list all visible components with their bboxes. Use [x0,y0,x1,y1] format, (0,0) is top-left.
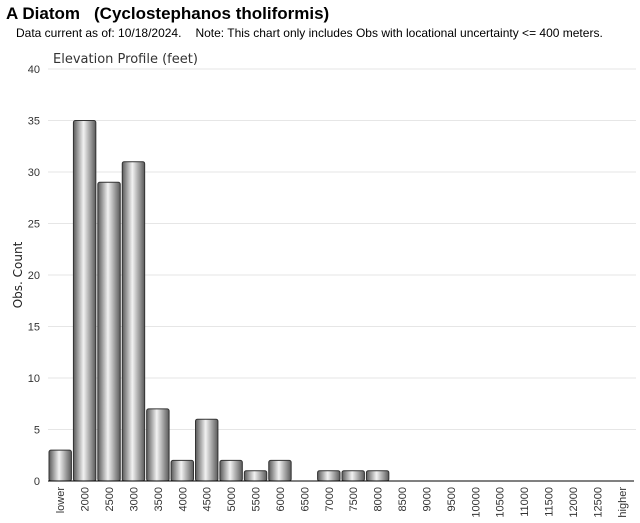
x-tick-label: higher [617,487,629,518]
bar-3500 [146,408,170,482]
bar-2000 [72,120,97,482]
y-tick-label: 25 [28,219,40,231]
chart-heading: A Diatom (Cyclostephanos tholiformis) [6,4,329,24]
y-tick-label: 20 [28,270,40,282]
data-current-text: Data current as of: 10/18/2024. [16,26,182,40]
bar-4500 [195,418,219,482]
x-tick-label: 12000 [568,487,580,518]
bar-5000 [219,459,243,482]
x-tick-label: 4000 [177,487,189,511]
bar-lower [48,449,72,482]
bar-8000 [365,470,390,482]
x-tick-label: 6500 [299,487,311,511]
y-tick-label: 0 [34,476,40,488]
x-tick-label: 11500 [544,487,556,517]
species-common-name: A Diatom [6,4,80,23]
x-tick-label: 9500 [446,487,458,511]
x-tick-label: 7000 [324,487,336,511]
x-tick-label: 10500 [495,487,507,518]
chart-title: Elevation Profile (feet) [53,52,198,67]
x-tick-label: 5500 [251,487,263,511]
bars [48,120,390,482]
uncertainty-note: Note: This chart only includes Obs with … [195,26,603,40]
bar-6000 [268,459,292,482]
x-tick-label: 11000 [519,487,531,517]
y-tick-label: 35 [28,116,40,128]
y-tick-label: 40 [28,64,40,76]
x-tick-label: lower [55,487,67,514]
species-scientific-name: (Cyclostephanos tholiformis) [94,4,330,23]
x-axis-ticks: lower 2000 2500 3000 3500 4000 4500 5000 5500 600… [55,487,629,518]
y-tick-label: 30 [28,167,40,179]
bar-3000 [121,161,146,482]
y-tick-label: 10 [28,373,40,385]
x-tick-label: 10000 [470,487,482,518]
bar-2500 [97,181,121,482]
bar-7000 [317,470,341,482]
x-tick-label: 4500 [202,487,214,511]
y-tick-label: 15 [28,322,40,334]
x-tick-label: 2000 [80,487,92,511]
y-axis-label: Obs. Count [11,241,25,308]
y-axis-ticks: 0 5 10 15 20 25 30 35 40 [28,64,40,488]
x-tick-label: 7500 [348,487,360,511]
x-tick-label: 3500 [153,487,165,511]
x-tick-label: 8000 [373,487,385,511]
y-tick-label: 5 [34,425,40,437]
x-tick-label: 5000 [226,487,238,511]
chart-subtitle: Data current as of: 10/18/2024. Note: Thi… [16,26,603,40]
bar-5500 [243,470,268,482]
x-tick-label: 8500 [397,487,409,511]
bar-4000 [170,459,194,482]
x-tick-label: 9000 [421,487,433,511]
x-tick-label: 6000 [275,487,287,511]
x-tick-label: 2500 [104,487,116,511]
x-tick-label: 3000 [128,487,140,511]
grid-lines [48,68,636,430]
x-tick-label: 12500 [592,487,604,518]
bar-7500 [341,470,365,482]
